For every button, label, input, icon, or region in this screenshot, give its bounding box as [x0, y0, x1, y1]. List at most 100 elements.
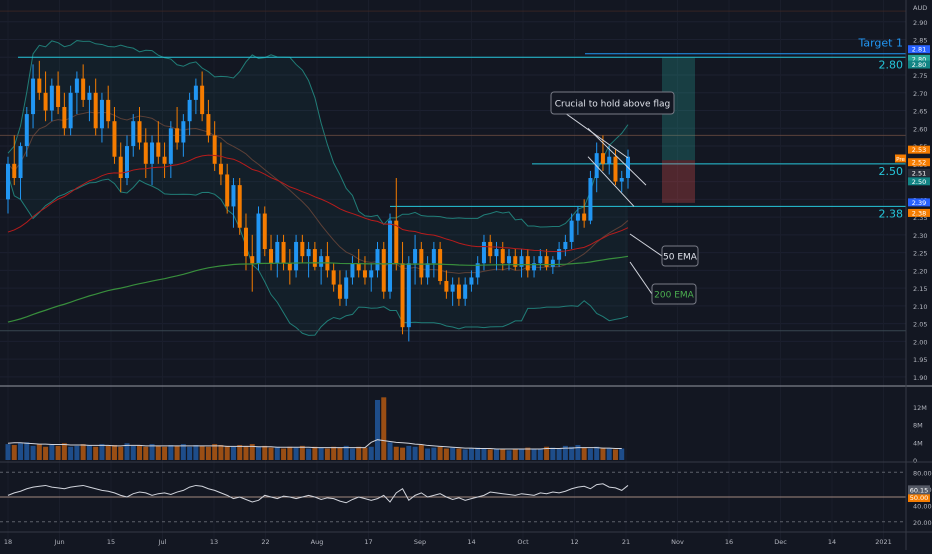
volume-bar: [18, 443, 24, 460]
candle-body: [450, 284, 455, 292]
time-axis-tick: Jun: [53, 538, 64, 546]
volume-bar: [130, 445, 136, 460]
candle-body: [49, 85, 54, 111]
time-axis-tick: 22: [261, 538, 269, 546]
annotations: Crucial to hold above flag 50 EMA 200 EMA: [550, 91, 699, 305]
candle-body: [331, 270, 336, 285]
candle-body: [406, 263, 411, 328]
volume-bar: [506, 450, 512, 460]
candle-body: [175, 128, 180, 143]
candle-body: [431, 249, 436, 264]
candle-body: [400, 263, 405, 328]
volume-bar: [575, 444, 581, 460]
volume-bar: [587, 448, 593, 460]
volume-bar: [49, 444, 55, 460]
price-axis-tick: 2.05: [913, 321, 927, 329]
candle-body: [519, 256, 524, 267]
candle-body: [81, 78, 86, 100]
volume-bar: [481, 448, 487, 460]
candle-body: [231, 185, 236, 207]
volume-bar: [475, 447, 481, 460]
candle-body: [563, 241, 568, 250]
time-axis-tick: 17: [364, 538, 372, 546]
candle-body: [131, 121, 136, 147]
candle-body: [388, 220, 393, 292]
oscillator-price-tag-text: 60.15: [910, 486, 929, 494]
candle-body: [93, 92, 98, 129]
candle-body: [337, 284, 342, 299]
price-tag-text: Pre: [896, 157, 905, 163]
price-axis-tick: 2.15: [913, 285, 927, 293]
volume-bar: [174, 445, 180, 460]
ema-200-line: [7, 255, 629, 323]
callout-ema200-box: [651, 283, 697, 305]
price-axis-tick: 2.90: [913, 19, 927, 27]
candle-body: [281, 241, 286, 264]
candle-body: [200, 85, 205, 115]
volume-bar: [24, 442, 30, 460]
volume-bar: [180, 444, 186, 460]
candle-body: [607, 156, 612, 164]
price-tag-text: 2.53: [912, 146, 926, 154]
candle-body: [438, 249, 443, 282]
currency-label: AUD: [913, 4, 927, 12]
volume-bar: [600, 447, 606, 460]
callout-ema200-text: 200 EMA: [654, 291, 694, 301]
volume-bar: [61, 443, 67, 460]
candle-body: [18, 146, 23, 179]
volume-bar: [544, 446, 550, 460]
volume-bar: [230, 446, 236, 460]
volume-bar: [418, 444, 424, 460]
volume-axis-tick: 12M: [913, 404, 927, 412]
volume-bar: [400, 447, 406, 460]
price-tag: [908, 158, 930, 167]
volume-bar: [111, 444, 117, 460]
time-axis-tick: 2021: [875, 538, 892, 546]
flag-pattern-lines: [587, 127, 647, 207]
volume-bar: [249, 444, 255, 460]
candle-body: [137, 121, 142, 143]
volume-bar: [68, 446, 74, 460]
volume-bar: [212, 444, 218, 460]
volume-bar: [80, 444, 86, 460]
volume-bar: [337, 447, 343, 460]
volume-bar: [343, 445, 349, 460]
candle-body: [362, 270, 367, 278]
candle-body: [68, 92, 73, 129]
price-tag: [908, 145, 930, 154]
price-axis-tick: 2.70: [913, 90, 927, 98]
candle-body: [444, 281, 449, 292]
volume-bar: [569, 446, 575, 460]
candle-body: [269, 249, 274, 264]
volume-bar: [287, 446, 293, 460]
candle-body: [262, 213, 267, 250]
time-axis-tick: 14: [467, 538, 475, 546]
candle-body: [350, 263, 355, 278]
price-tag-text: 2.52: [912, 159, 926, 167]
callout-flag-box: [550, 91, 675, 115]
candle-body: [150, 142, 155, 164]
candle-body: [306, 249, 311, 257]
time-axis-tick: 14: [828, 538, 836, 546]
candle-body: [62, 106, 67, 129]
price-tag-text: 2.50: [912, 178, 926, 186]
volume-bar: [500, 449, 506, 460]
candle-body: [538, 256, 543, 264]
candle-body: [181, 121, 186, 143]
time-axis-tick: 16: [725, 538, 733, 546]
volume-axis-tick: 0: [913, 457, 917, 465]
time-axis-tick: Oct: [517, 538, 529, 546]
candle-body: [582, 213, 587, 221]
candle-body: [294, 241, 299, 271]
candle-body: [162, 156, 167, 164]
price-axis-tick: 2.65: [913, 108, 927, 116]
oscillator-axis-tick: 80.00: [913, 469, 932, 477]
candle-body: [87, 92, 92, 100]
oscillator-price-tag-text: 50.00: [910, 494, 929, 502]
candle-body: [532, 263, 537, 271]
price-axis-tick: 2.10: [913, 303, 927, 311]
price-tag: [908, 60, 930, 69]
volume-bar: [74, 445, 80, 460]
